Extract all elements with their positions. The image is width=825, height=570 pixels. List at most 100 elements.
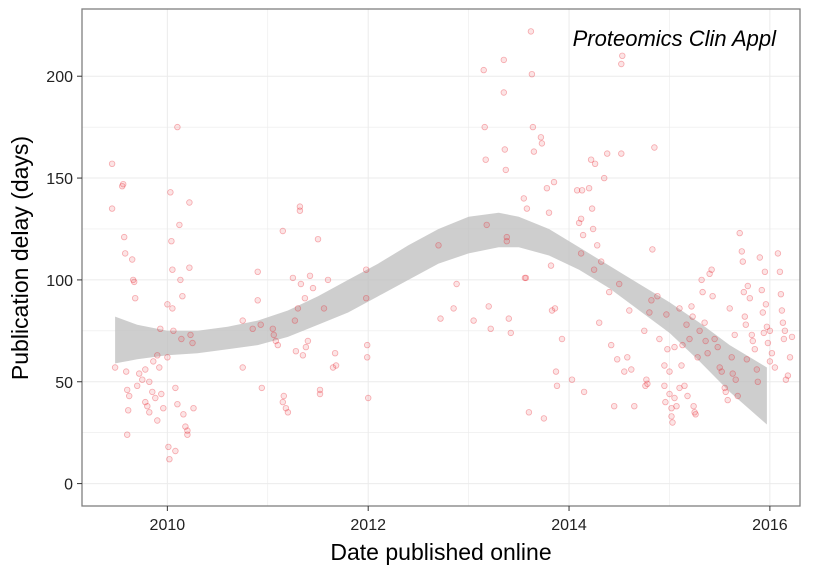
data-point: [156, 364, 163, 371]
data-point: [641, 327, 648, 334]
data-point: [786, 354, 794, 361]
data-point: [178, 335, 185, 343]
data-point: [528, 70, 536, 78]
data-point: [553, 382, 561, 389]
data-point: [174, 401, 181, 408]
data-point: [130, 278, 138, 286]
data-point: [139, 376, 146, 383]
data-point: [505, 315, 512, 322]
data-point: [778, 307, 786, 314]
data-point: [364, 354, 371, 361]
data-point: [589, 225, 597, 233]
data-point: [709, 293, 716, 300]
data-point: [696, 327, 703, 334]
data-point: [759, 309, 766, 316]
data-point: [111, 364, 119, 371]
data-point: [142, 366, 149, 373]
data-point: [184, 431, 191, 438]
data-point: [365, 394, 372, 402]
data-point: [676, 305, 683, 312]
data-point: [158, 390, 165, 398]
data-point: [766, 327, 774, 334]
data-point: [254, 268, 261, 275]
data-point: [537, 134, 545, 141]
data-point: [254, 297, 261, 304]
data-point: [749, 337, 756, 345]
data-point: [316, 386, 324, 394]
x-tick-label: 2012: [350, 517, 386, 534]
data-point: [754, 378, 761, 385]
data-point: [691, 409, 698, 416]
data-point: [364, 341, 371, 349]
data-point: [662, 398, 669, 406]
data-point: [166, 456, 173, 463]
data-point: [722, 388, 729, 396]
data-point: [520, 195, 527, 202]
data-point: [487, 325, 494, 332]
data-point: [239, 317, 246, 324]
data-point: [753, 366, 760, 373]
data-point: [332, 362, 340, 369]
y-axis-title: Publication delay (days): [7, 136, 33, 380]
data-point: [503, 237, 510, 245]
data-point: [108, 205, 116, 212]
data-point: [683, 321, 690, 328]
data-point: [331, 350, 339, 357]
data-point: [664, 346, 671, 353]
data-point: [780, 335, 788, 343]
data-point: [168, 237, 175, 245]
data-point: [302, 343, 310, 351]
data-point: [550, 178, 558, 186]
data-point: [671, 343, 678, 351]
data-point: [453, 280, 460, 288]
data-point: [781, 327, 789, 334]
data-point: [279, 227, 286, 235]
data-point: [604, 150, 611, 157]
data-point: [521, 274, 529, 282]
data-point: [502, 166, 509, 174]
data-point: [611, 403, 618, 410]
data-point: [306, 272, 314, 279]
data-point: [296, 207, 304, 214]
data-point: [186, 264, 193, 271]
data-point: [768, 350, 776, 357]
data-point: [764, 339, 772, 347]
confidence-band: [115, 212, 767, 425]
data-point: [661, 362, 668, 369]
data-point: [239, 364, 246, 371]
data-point: [314, 235, 322, 243]
data-point: [690, 403, 697, 410]
data-point: [507, 329, 514, 337]
x-tick-label: 2010: [150, 517, 186, 534]
data-point: [766, 358, 774, 365]
data-point: [297, 280, 305, 288]
data-point: [118, 182, 126, 190]
data-point: [740, 288, 747, 296]
data-point: [732, 376, 739, 383]
data-point: [501, 146, 508, 153]
data-point: [284, 409, 292, 416]
data-point: [788, 333, 796, 341]
data-point: [529, 123, 537, 131]
data-point: [279, 398, 286, 406]
data-point: [742, 321, 749, 328]
data-point: [606, 288, 613, 296]
data-point: [598, 258, 605, 265]
y-tick-label: 0: [64, 477, 73, 494]
data-point: [649, 246, 656, 253]
data-point: [160, 405, 167, 412]
data-point: [734, 392, 741, 400]
data-point: [590, 266, 598, 273]
data-point: [777, 291, 785, 298]
data-point: [530, 148, 538, 155]
data-point: [165, 443, 172, 451]
data-point: [585, 184, 593, 192]
data-point: [144, 403, 151, 410]
data-point: [503, 233, 510, 241]
data-point: [741, 313, 748, 320]
data-point: [779, 319, 787, 326]
data-point: [133, 382, 141, 389]
data-point: [596, 319, 603, 326]
data-point: [119, 180, 127, 188]
data-point: [621, 368, 628, 375]
